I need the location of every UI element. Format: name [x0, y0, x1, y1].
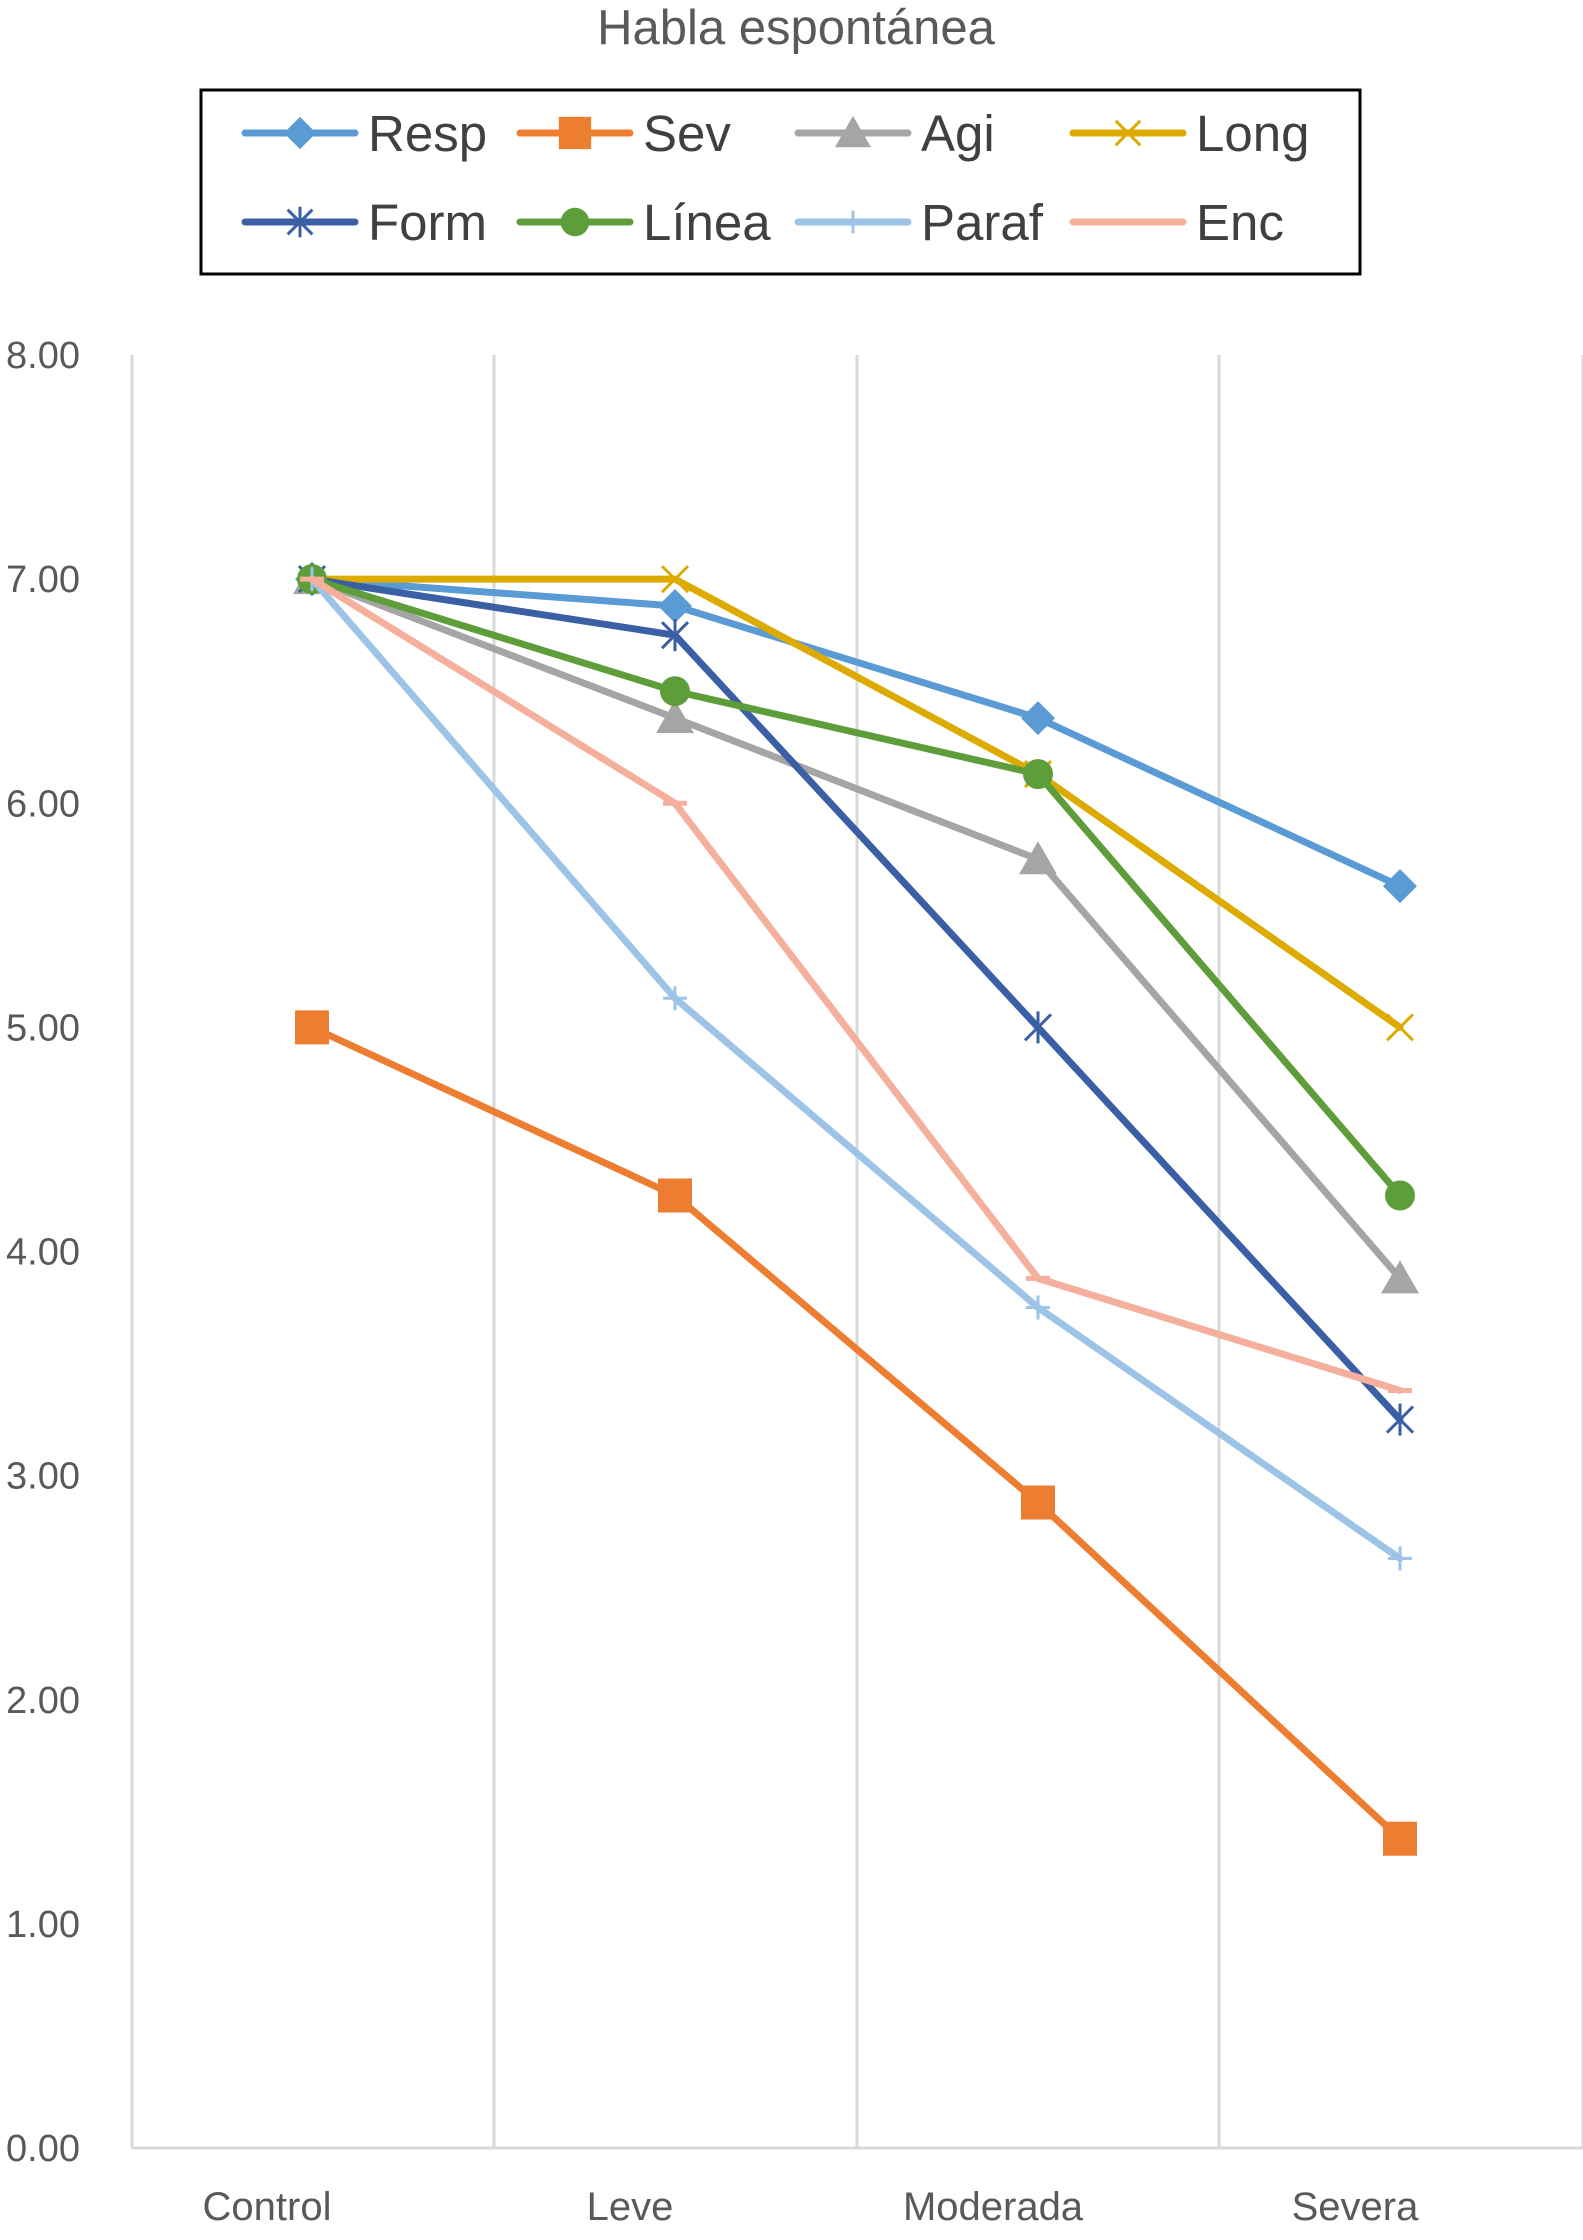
legend: Resp Sev Agi Long Form Línea Paraf Enc: [241, 105, 1309, 251]
data-point-form: [660, 619, 690, 652]
data-point-linea: [660, 676, 690, 707]
legend-item-long: Long: [1069, 105, 1309, 162]
x-category-label: Control: [203, 2185, 332, 2229]
legend-marker-long: [1114, 119, 1142, 147]
series-line-enc: [308, 575, 1404, 1394]
x-axis: Control Leve Moderada Severa: [203, 2185, 1420, 2229]
y-tick-label: 5.00: [6, 1007, 80, 1049]
y-tick-label: 6.00: [6, 783, 80, 825]
x-category-label: Moderada: [903, 2185, 1084, 2229]
legend-item-form: Form: [241, 194, 487, 251]
legend-marker-sev: [558, 116, 592, 150]
series-enc: [300, 575, 1412, 1394]
y-tick-label: 7.00: [6, 559, 80, 601]
legend-marker-form: [286, 206, 314, 238]
legend-item-agi: Agi: [794, 105, 995, 162]
data-point-paraf: [1026, 1295, 1050, 1320]
legend-label-resp: Resp: [368, 105, 487, 162]
data-point-linea: [1385, 1180, 1415, 1211]
series-line-form: [308, 575, 1404, 1424]
series-line-paraf: [308, 575, 1404, 1563]
data-point-sev: [658, 1178, 692, 1213]
series-line-sev: [308, 1023, 1404, 1843]
x-category-label: Leve: [587, 2185, 674, 2229]
data-point-agi: [1381, 1260, 1419, 1294]
chart-title: Habla espontánea: [597, 1, 996, 55]
data-point-form: [1385, 1403, 1415, 1436]
legend-marker-agi: [834, 115, 872, 148]
y-tick-label: 1.00: [6, 1904, 80, 1946]
y-tick-label: 4.00: [6, 1232, 80, 1274]
legend-marker-resp: [283, 116, 317, 150]
y-axis: 0.00 1.00 2.00 3.00 4.00 5.00 6.00 7.00 8.00: [6, 335, 80, 2170]
series-line-long: [308, 575, 1404, 1031]
legend-box: [199, 88, 1362, 276]
data-point-sev: [1021, 1485, 1055, 1520]
legend-label-form: Form: [368, 194, 487, 251]
y-tick-label: 2.00: [6, 1680, 80, 1722]
legend-label-linea: Línea: [643, 194, 771, 251]
plot-area: [293, 561, 1419, 1856]
y-tick-label: 0.00: [6, 2128, 80, 2170]
data-point-agi: [1019, 841, 1057, 875]
data-point-sev: [1383, 1821, 1417, 1856]
data-point-long: [1385, 1013, 1415, 1042]
legend-item-linea: Línea: [516, 194, 771, 251]
legend-label-paraf: Paraf: [921, 194, 1044, 251]
data-point-resp: [1021, 701, 1055, 736]
data-point-paraf: [663, 986, 687, 1011]
legend-label-enc: Enc: [1196, 194, 1284, 251]
legend-item-paraf: Paraf: [794, 194, 1044, 251]
x-category-label: Severa: [1292, 2185, 1419, 2229]
legend-label-sev: Sev: [643, 105, 731, 162]
legend-label-long: Long: [1196, 105, 1309, 162]
data-point-paraf: [1388, 1546, 1412, 1571]
data-point-sev: [295, 1010, 329, 1045]
legend-item-enc: Enc: [1069, 194, 1284, 251]
legend-item-resp: Resp: [241, 105, 487, 162]
series-line-agi: [308, 575, 1404, 1282]
data-point-form: [1023, 1011, 1053, 1044]
series-line-resp: [308, 575, 1404, 890]
data-point-resp: [1383, 869, 1417, 904]
data-point-resp: [658, 589, 692, 624]
y-tick-label: 3.00: [6, 1456, 80, 1498]
data-point-linea: [1023, 759, 1053, 790]
data-point-long: [660, 565, 690, 594]
grid: [130, 355, 1583, 2150]
data-point-agi: [656, 700, 694, 734]
legend-item-sev: Sev: [516, 105, 731, 162]
y-tick-label: 8.00: [6, 335, 80, 377]
series-sev: [295, 1010, 1417, 1856]
legend-marker-paraf: [841, 210, 865, 234]
series-line-linea: [308, 575, 1404, 1199]
legend-marker-linea: [560, 207, 590, 237]
legend-label-agi: Agi: [921, 105, 995, 162]
